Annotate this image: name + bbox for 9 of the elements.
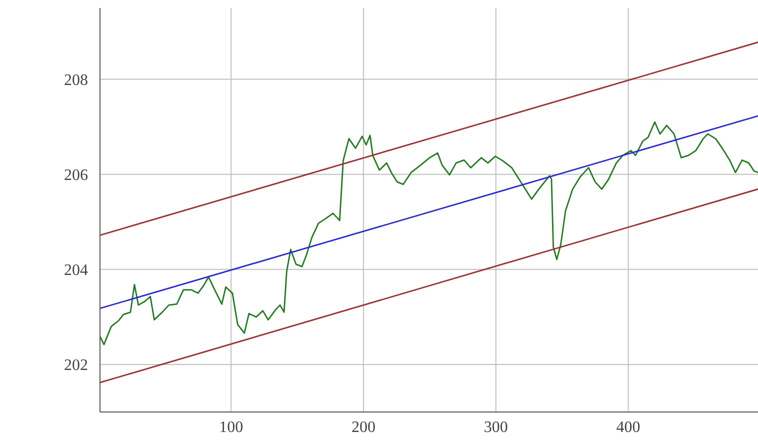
x-tick-label: 200 [351,419,376,436]
x-tick-label: 100 [219,419,244,436]
y-tick-label: 204 [64,262,88,280]
y-tick-label: 206 [64,166,88,184]
line-series [100,121,758,346]
x-tick-label: 300 [484,419,508,436]
y-tick-label: 202 [64,357,88,374]
x-tick-label: 400 [616,419,640,436]
y-tick-label: 208 [64,72,88,89]
